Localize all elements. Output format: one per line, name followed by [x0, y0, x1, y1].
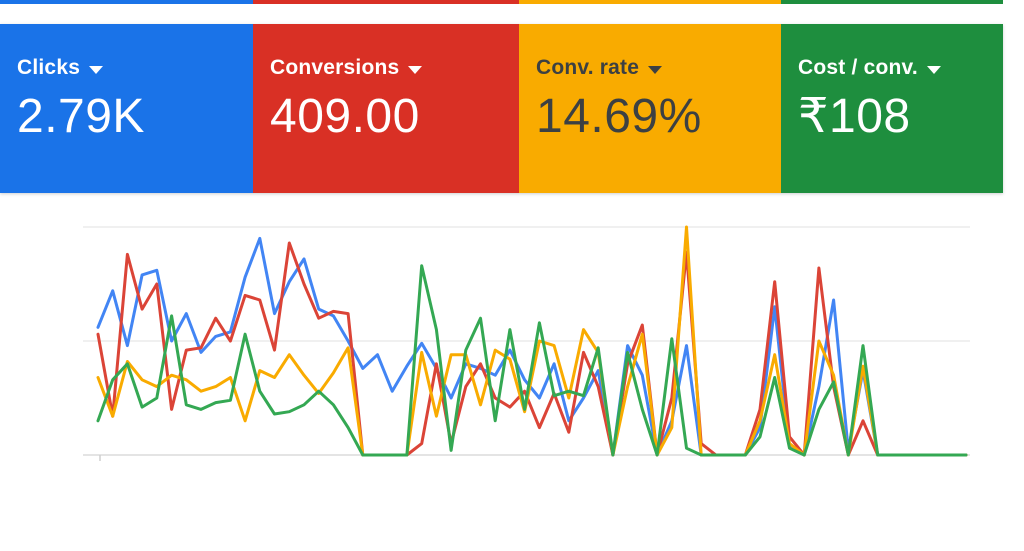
chevron-down-icon	[89, 65, 104, 74]
cost-per-conv-metric-selector[interactable]: Cost / conv.	[798, 56, 1003, 80]
metric-cards-top-strip	[0, 0, 1003, 4]
metric-card-cost-per-conv[interactable]: Cost / conv. ₹108	[781, 24, 1003, 193]
chevron-down-icon	[648, 65, 663, 74]
conversions-label: Conversions	[270, 56, 400, 79]
metric-cards: Clicks 2.79K Conversions 409.00 Conv. ra…	[0, 24, 1003, 193]
metric-card-clicks[interactable]: Clicks 2.79K	[0, 24, 253, 193]
conversions-value: 409.00	[270, 90, 420, 143]
conv-rate-metric-selector[interactable]: Conv. rate	[536, 56, 781, 80]
clicks-metric-selector[interactable]: Clicks	[17, 56, 253, 80]
clicks-value: 2.79K	[17, 90, 145, 143]
cost-per-conv-value: ₹108	[798, 90, 911, 143]
conversions-metric-selector[interactable]: Conversions	[270, 56, 519, 80]
chevron-down-icon	[408, 65, 423, 74]
conv-rate-label: Conv. rate	[536, 56, 640, 79]
metric-card-conversions[interactable]: Conversions 409.00	[253, 24, 519, 193]
strip-segment-conversions	[253, 0, 519, 4]
cost-per-conv-label: Cost / conv.	[798, 56, 918, 79]
strip-segment-conv-rate	[519, 0, 781, 4]
strip-segment-clicks	[0, 0, 253, 4]
strip-segment-cost-per-conv	[781, 0, 1003, 4]
clicks-label: Clicks	[17, 56, 81, 79]
chevron-down-icon	[926, 65, 941, 74]
conv-rate-value: 14.69%	[536, 90, 702, 143]
metric-card-conv-rate[interactable]: Conv. rate 14.69%	[519, 24, 781, 193]
